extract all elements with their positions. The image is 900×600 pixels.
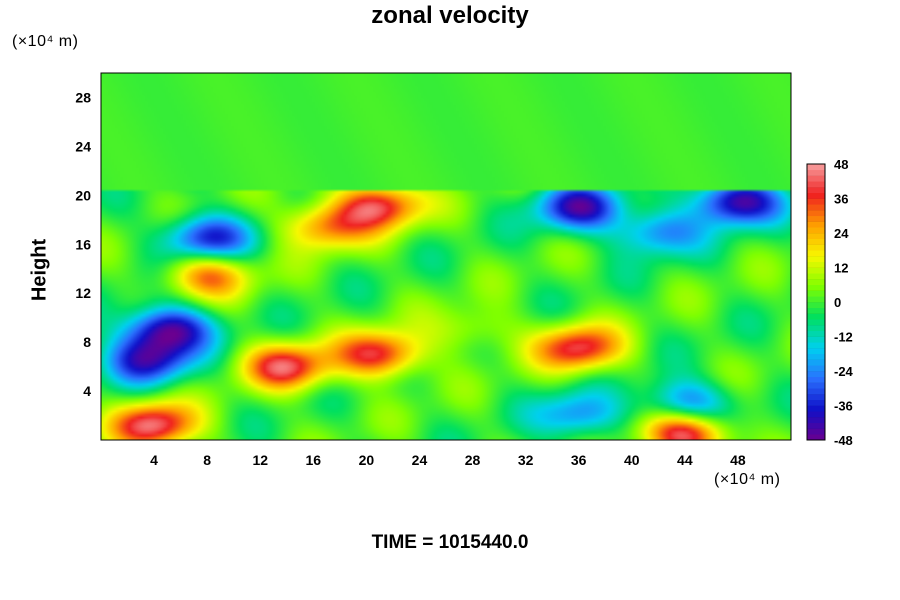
time-label: TIME = 1015440.0 [371,532,529,553]
colorbar-segment [807,394,825,401]
colorbar-tick-label: 36 [834,192,848,207]
colorbar-segment [807,330,825,337]
y-tick-label: 16 [75,236,91,252]
colorbar-segment [807,296,825,303]
y-tick-label: 12 [75,285,91,301]
colorbar-segment [807,169,825,176]
x-tick-label: 24 [412,452,428,468]
colorbar-frame [806,163,826,441]
colorbar-segment [807,307,825,314]
colorbar-tick-label: -24 [834,364,854,379]
colorbar-tick-label: 12 [834,261,848,276]
x-tick-label: 36 [571,452,587,468]
colorbar-segment [807,238,825,245]
x-tick-label: 40 [624,452,640,468]
colorbar-segment [807,221,825,228]
heatmap-field [101,73,791,440]
x-tick-label: 28 [465,452,481,468]
colorbar-segment [807,371,825,378]
colorbar-segment [807,325,825,332]
colorbar-segment [807,279,825,286]
colorbar-segment [807,422,825,429]
y-axis-unit: (×10⁴ m) [12,33,79,50]
colorbar-segment [807,256,825,263]
y-tick-label: 20 [75,187,91,203]
colorbar-tick-label: -36 [834,399,853,414]
colorbar-segment [807,187,825,194]
colorbar-segment [807,244,825,251]
colorbar-segment [807,261,825,268]
colorbar-segment [807,192,825,199]
colorbar-segment [807,267,825,274]
colorbar-segment [807,376,825,383]
colorbar-segment [807,348,825,355]
x-axis-unit: (×10⁴ m) [714,471,781,488]
plot-area [100,72,792,441]
x-axis: 4 8 12 16 20 24 28 32 36 40 44 48 [150,452,746,468]
colorbar-segment [807,233,825,240]
colorbar-tick-label: 24 [834,226,849,241]
colorbar-segment [807,336,825,343]
colorbar-segment [807,359,825,366]
colorbar-tick-label: -48 [834,433,853,448]
colorbar-segment [807,405,825,412]
colorbar-segment [807,210,825,217]
colorbar-segment [807,290,825,297]
colorbar-segment [807,181,825,188]
colorbar-segment [807,428,825,435]
colorbar-tick-label: 0 [834,295,841,310]
y-tick-label: 4 [83,383,91,399]
colorbar-tick-label: -12 [834,330,853,345]
y-axis: 4 8 12 16 20 24 28 [75,89,91,399]
colorbar-segment [807,284,825,291]
colorbar-segment [807,250,825,257]
x-tick-label: 4 [150,452,158,468]
colorbar-segment [807,434,825,441]
colorbar-segment [807,388,825,395]
y-tick-label: 28 [75,89,91,105]
colorbar-segment [807,204,825,211]
colorbar-segment [807,164,825,171]
x-tick-label: 20 [359,452,375,468]
colorbar-segment [807,302,825,309]
plot-frame [100,72,792,441]
x-tick-label: 12 [252,452,268,468]
x-tick-label: 8 [203,452,211,468]
colorbar-segment [807,399,825,406]
x-tick-label: 16 [306,452,322,468]
colorbar-segment [807,175,825,182]
colorbar-segment [807,273,825,280]
y-tick-label: 8 [83,334,91,350]
colorbar-segment [807,411,825,418]
colorbar-segment [807,313,825,320]
y-tick-label: 24 [75,138,91,154]
x-tick-label: 48 [730,452,746,468]
x-tick-label: 44 [677,452,693,468]
chart-title: zonal velocity [371,2,529,29]
colorbar-segment [807,342,825,349]
colorbar: 48 36 24 12 0 -12 -24 -36 -48 [806,157,854,448]
colorbar-segment [807,382,825,389]
colorbar-segment [807,417,825,424]
colorbar-segment [807,215,825,222]
colorbar-tick-label: 48 [834,157,848,172]
colorbar-segment [807,353,825,360]
colorbar-segment [807,365,825,372]
colorbar-segment [807,227,825,234]
colorbar-segment [807,198,825,205]
colorbar-segment [807,319,825,326]
x-tick-label: 32 [518,452,534,468]
